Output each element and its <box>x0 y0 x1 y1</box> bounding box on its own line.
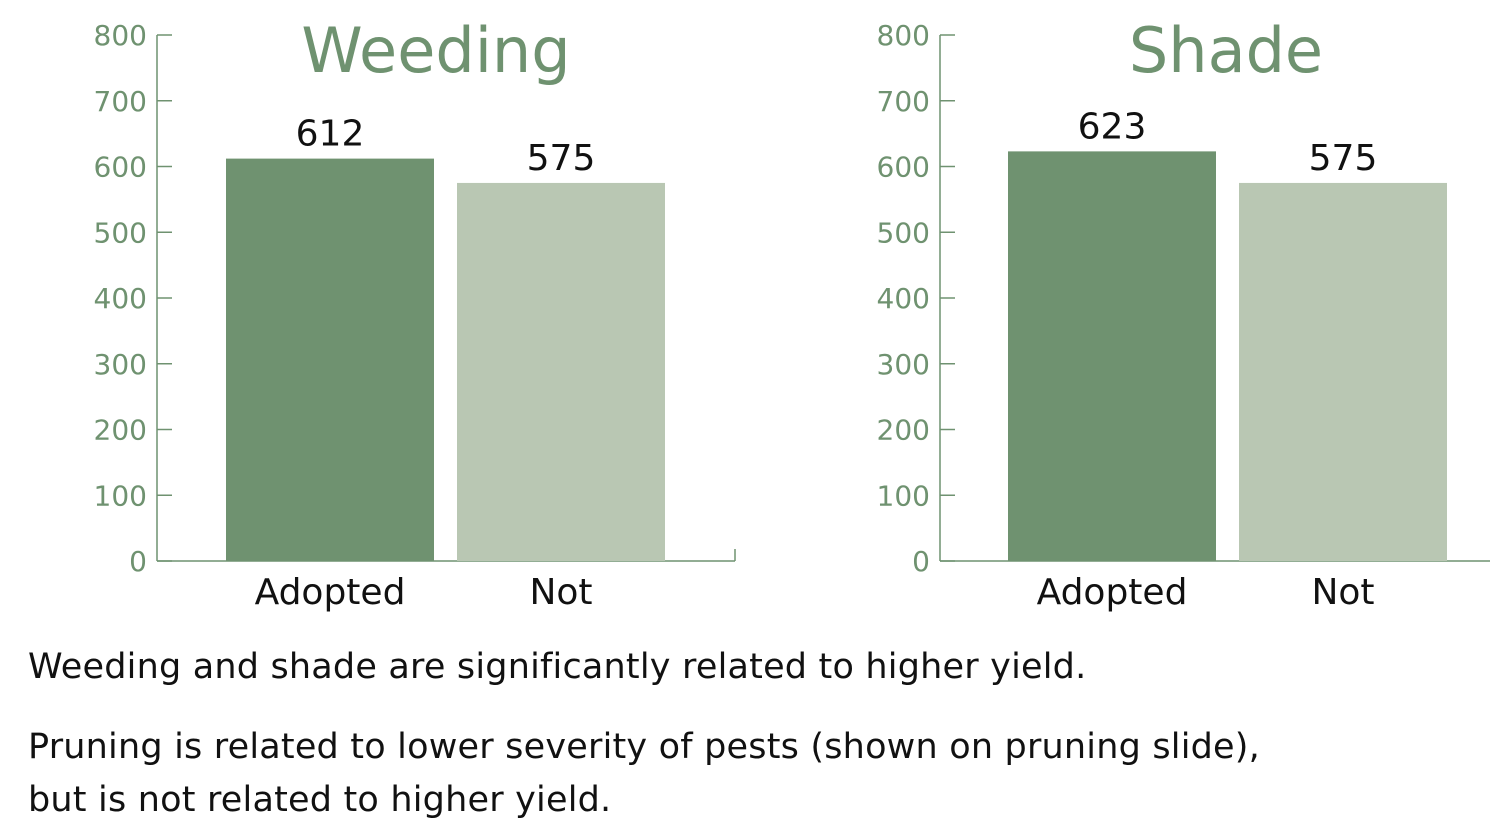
bar-weeding-adopted <box>226 158 434 562</box>
caption-pruning-line-1: Pruning is related to lower severity of … <box>28 727 1260 767</box>
y-tick-label-weeding: 100 <box>94 479 147 512</box>
y-tick-label-shade: 300 <box>877 348 930 381</box>
chart-title-shade: Shade <box>1129 14 1323 87</box>
y-tick-label-weeding: 800 <box>94 19 147 52</box>
data-label-weeding-not: 575 <box>527 138 596 179</box>
y-tick-label-weeding: 600 <box>94 151 147 184</box>
charts-area: 0 100 200 300 400 500 600 700 800 612 Adopted 575 No… <box>94 14 1490 613</box>
y-tick-label-shade: 700 <box>877 85 930 118</box>
y-tick-label-weeding: 0 <box>129 545 147 578</box>
data-label-weeding-adopted: 612 <box>296 114 365 155</box>
caption-pruning: Pruning is related to lower severity of … <box>28 721 1260 827</box>
y-tick-label-shade: 200 <box>877 414 930 447</box>
category-label-weeding-adopted: Adopted <box>255 572 406 613</box>
y-tick-label-weeding: 300 <box>94 348 147 381</box>
y-tick-label-shade: 800 <box>877 19 930 52</box>
category-label-shade-not: Not <box>1311 572 1374 613</box>
y-tick-label-weeding: 500 <box>94 216 147 249</box>
y-tick-label-weeding: 700 <box>94 85 147 118</box>
data-label-shade-not: 575 <box>1309 138 1378 179</box>
y-tick-label-shade: 0 <box>912 545 930 578</box>
y-tick-label-weeding: 200 <box>94 414 147 447</box>
caption-pruning-line-2: but is not related to higher yield. <box>28 780 612 820</box>
y-tick-label-shade: 500 <box>877 216 930 249</box>
bar-shade-not <box>1239 182 1447 561</box>
caption-yield: Weeding and shade are significantly rela… <box>28 647 1087 687</box>
y-tick-label-shade: 100 <box>877 479 930 512</box>
y-tick-label-weeding: 400 <box>94 282 147 315</box>
bar-shade-adopted <box>1008 151 1216 561</box>
y-tick-label-shade: 600 <box>877 151 930 184</box>
category-label-shade-adopted: Adopted <box>1037 572 1188 613</box>
data-label-shade-adopted: 623 <box>1078 106 1147 147</box>
y-tick-label-shade: 400 <box>877 282 930 315</box>
bar-weeding-not <box>457 182 665 561</box>
chart-title-weeding: Weeding <box>301 14 570 87</box>
category-label-weeding-not: Not <box>529 572 592 613</box>
